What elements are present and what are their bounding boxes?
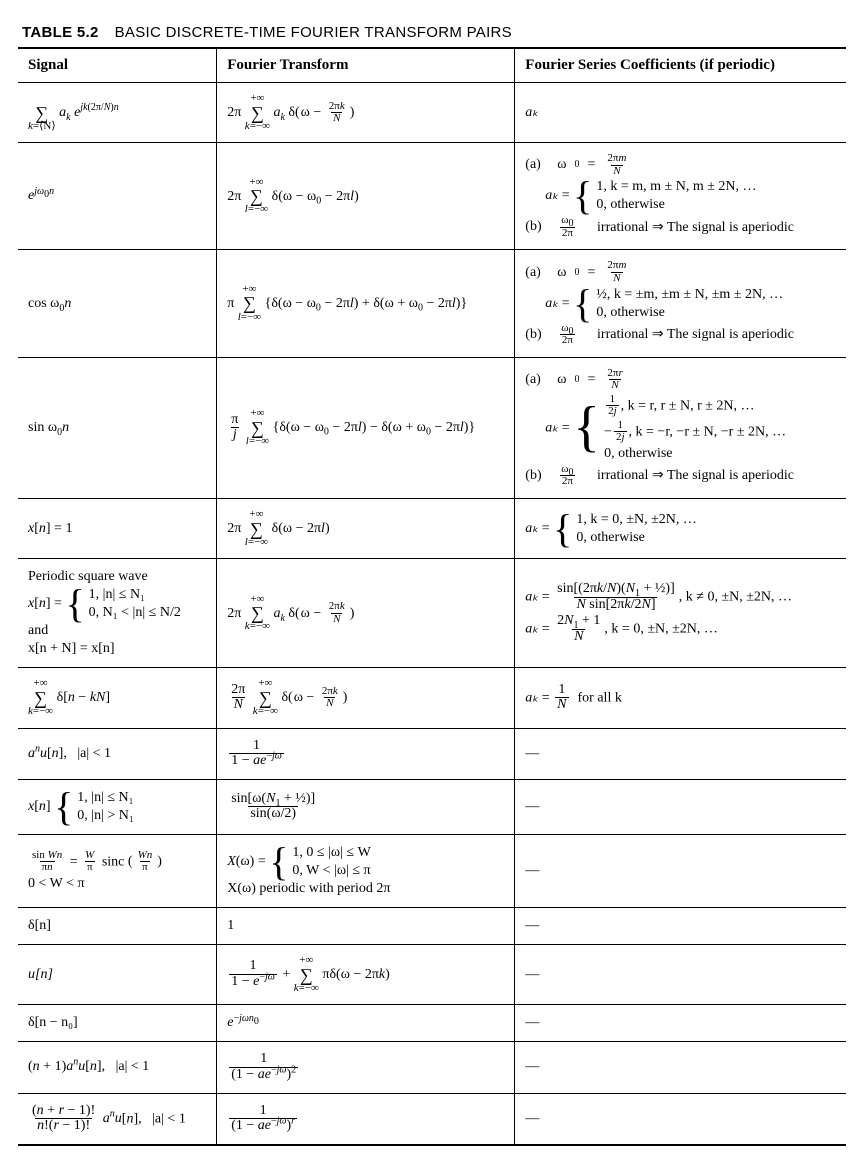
col-signal: Signal bbox=[18, 48, 217, 83]
dtft-pairs-table: Signal Fourier Transform Fourier Series … bbox=[18, 47, 846, 1146]
table-row: ∑k=⟨N⟩ ak ejk(2π/N)n 2π +∞∑k=−∞ ak δ(ω −… bbox=[18, 83, 846, 143]
table-row: ejω0n 2π +∞∑l=−∞ δ(ω − ω0 − 2πl) (a) ω0 … bbox=[18, 143, 846, 250]
table-label: TABLE 5.2 bbox=[22, 24, 99, 41]
table-row: x[n] { 1, |n| ≤ N₁ 0, |n| > N₁ sin[ω(N1 … bbox=[18, 779, 846, 834]
table-row: u[n] 11 − e−jω + +∞∑k=−∞ πδ(ω − 2πk) — bbox=[18, 944, 846, 1004]
table-row: (n + 1)anu[n], |a| < 1 1(1 − ae−jω)2 — bbox=[18, 1042, 846, 1093]
irrational-note: irrational ⇒ The signal is aperiodic bbox=[597, 219, 794, 236]
table-row: cos ω0n π +∞∑l=−∞ {δ(ω − ω0 − 2πl) + δ(ω… bbox=[18, 250, 846, 357]
label-a: (a) bbox=[525, 157, 549, 173]
table-header: TABLE 5.2 BASIC DISCRETE-TIME FOURIER TR… bbox=[22, 24, 846, 41]
coef-ak: aₖ bbox=[525, 105, 538, 120]
col-coefficients: Fourier Series Coefficients (if periodic… bbox=[515, 48, 846, 83]
table-row: anu[n], |a| < 1 11 − ae−jω — bbox=[18, 728, 846, 779]
case-line: 1, k = m, m ± N, m ± 2N, … bbox=[596, 179, 756, 195]
header-row: Signal Fourier Transform Fourier Series … bbox=[18, 48, 846, 83]
table-row: (n + r − 1)!n!(r − 1)! anu[n], |a| < 1 1… bbox=[18, 1093, 846, 1145]
table-row: x[n] = 1 2π +∞∑l=−∞ δ(ω − 2πl) aₖ = { 1,… bbox=[18, 499, 846, 559]
table-row: δ[n] 1 — bbox=[18, 907, 846, 944]
table-row: Periodic square wave x[n] = { 1, |n| ≤ N… bbox=[18, 559, 846, 668]
table-row: sin Wnπn = Wπ sinc (Wnπ) 0 < W < π X(ω) … bbox=[18, 834, 846, 907]
col-transform: Fourier Transform bbox=[217, 48, 515, 83]
sum-symbol: ∑k=⟨N⟩ bbox=[28, 93, 56, 132]
table-row: +∞∑k=−∞ δ[n − kN] 2πN +∞∑k=−∞ δ(ω − 2πkN… bbox=[18, 668, 846, 728]
case-line: 0, otherwise bbox=[596, 197, 756, 213]
table-title: BASIC DISCRETE-TIME FOURIER TRANSFORM PA… bbox=[115, 24, 512, 41]
table-row: δ[n − n₀] e−jωn0 — bbox=[18, 1005, 846, 1042]
square-wave-label: Periodic square wave bbox=[28, 569, 206, 585]
table-row: sin ω0n πj +∞∑l=−∞ {δ(ω − ω0 − 2πl) − δ(… bbox=[18, 357, 846, 498]
label-b: (b) bbox=[525, 219, 549, 235]
